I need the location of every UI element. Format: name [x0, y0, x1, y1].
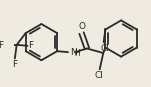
Text: Cl: Cl: [94, 71, 103, 80]
Text: O: O: [78, 22, 85, 31]
Text: Cl: Cl: [100, 44, 109, 53]
Text: F: F: [28, 41, 34, 50]
Text: F: F: [12, 60, 17, 69]
Text: N: N: [70, 48, 77, 57]
Text: H: H: [74, 49, 80, 58]
Text: F: F: [0, 41, 3, 50]
